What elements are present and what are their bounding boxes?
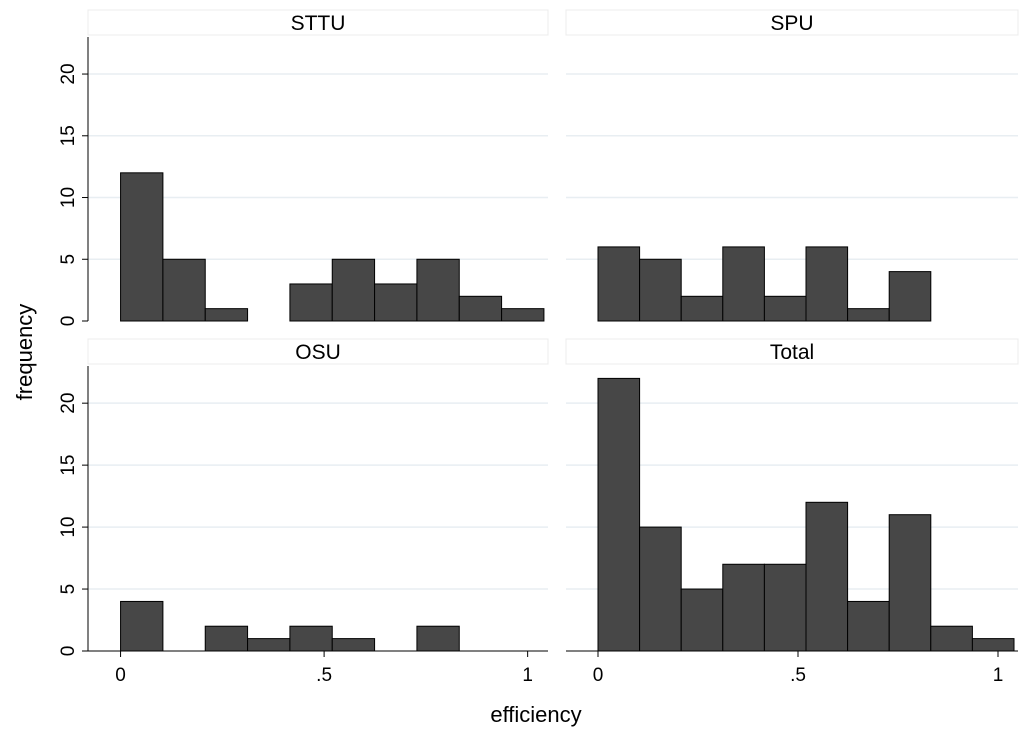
x-tick-label: .5 bbox=[790, 665, 806, 686]
panel-sttu: STTU 0 5 10 15 20 bbox=[58, 9, 549, 327]
x-tick-label: 1 bbox=[522, 665, 533, 686]
y-tick-label: 0 bbox=[58, 316, 79, 327]
y-tick-label: 20 bbox=[58, 393, 79, 414]
histogram-bar bbox=[722, 563, 765, 652]
histogram-bar bbox=[763, 295, 807, 322]
y-tick-label: 10 bbox=[58, 187, 79, 208]
y-tick-label: 5 bbox=[58, 584, 79, 595]
histogram-bar bbox=[120, 172, 164, 322]
panel-spu: SPU bbox=[565, 9, 1019, 322]
x-tick-label: 0 bbox=[115, 665, 126, 686]
x-tick-label: 0 bbox=[593, 665, 604, 686]
histogram-bar bbox=[331, 258, 376, 322]
panel-title-strip bbox=[87, 338, 549, 365]
panel-title-strip bbox=[87, 9, 549, 36]
histogram-bar bbox=[971, 638, 1015, 652]
histogram-bar bbox=[204, 625, 249, 652]
histogram-bar bbox=[847, 600, 890, 652]
histogram-bar bbox=[289, 625, 333, 652]
histogram-bar bbox=[805, 246, 849, 322]
histogram-bar bbox=[247, 638, 291, 652]
y-tick-label: 15 bbox=[58, 455, 79, 476]
histogram-bar bbox=[680, 588, 724, 652]
histogram-bar bbox=[888, 271, 932, 322]
panel-title: SPU bbox=[770, 12, 813, 35]
panel-title: OSU bbox=[295, 341, 341, 364]
panel-title-strip bbox=[565, 338, 1019, 365]
histogram-bar bbox=[888, 514, 932, 652]
histogram-bar bbox=[722, 246, 765, 322]
histogram-bar bbox=[597, 377, 641, 652]
x-tick-label: 1 bbox=[993, 665, 1004, 686]
y-tick-label: 10 bbox=[58, 517, 79, 538]
panel-total: Total 0 .5 1 bbox=[565, 338, 1019, 686]
x-axis-title: efficiency bbox=[490, 702, 581, 727]
histogram-bar bbox=[416, 625, 460, 652]
panel-title: STTU bbox=[291, 12, 346, 35]
histogram-bar bbox=[162, 258, 206, 322]
histogram-bar bbox=[639, 258, 682, 322]
x-tick-label: .5 bbox=[316, 665, 332, 686]
histogram-bar bbox=[120, 600, 164, 652]
panel-osu: OSU 0 5 10 15 20 0 .5 1 bbox=[58, 338, 549, 686]
histogram-bar bbox=[289, 283, 333, 322]
y-axis-title: frequency bbox=[12, 304, 37, 401]
y-tick-label: 0 bbox=[58, 646, 79, 657]
histogram-bar bbox=[597, 246, 641, 322]
histogram-bar bbox=[763, 563, 807, 652]
histogram-bar bbox=[458, 295, 503, 322]
histogram-bar bbox=[501, 308, 545, 322]
panel-title-strip bbox=[565, 9, 1019, 36]
histogram-bar bbox=[847, 308, 890, 322]
histogram-bar bbox=[930, 625, 973, 652]
histogram-bar bbox=[680, 295, 724, 322]
y-tick-label: 20 bbox=[58, 63, 79, 84]
histogram-bar bbox=[639, 526, 682, 652]
panel-title: Total bbox=[770, 341, 814, 364]
histogram-bar bbox=[374, 283, 418, 322]
histogram-bar bbox=[805, 501, 849, 652]
histogram-bar bbox=[204, 308, 249, 322]
histogram-bar bbox=[331, 638, 376, 652]
y-tick-label: 15 bbox=[58, 125, 79, 146]
histogram-bar bbox=[416, 258, 460, 322]
y-tick-label: 5 bbox=[58, 254, 79, 265]
